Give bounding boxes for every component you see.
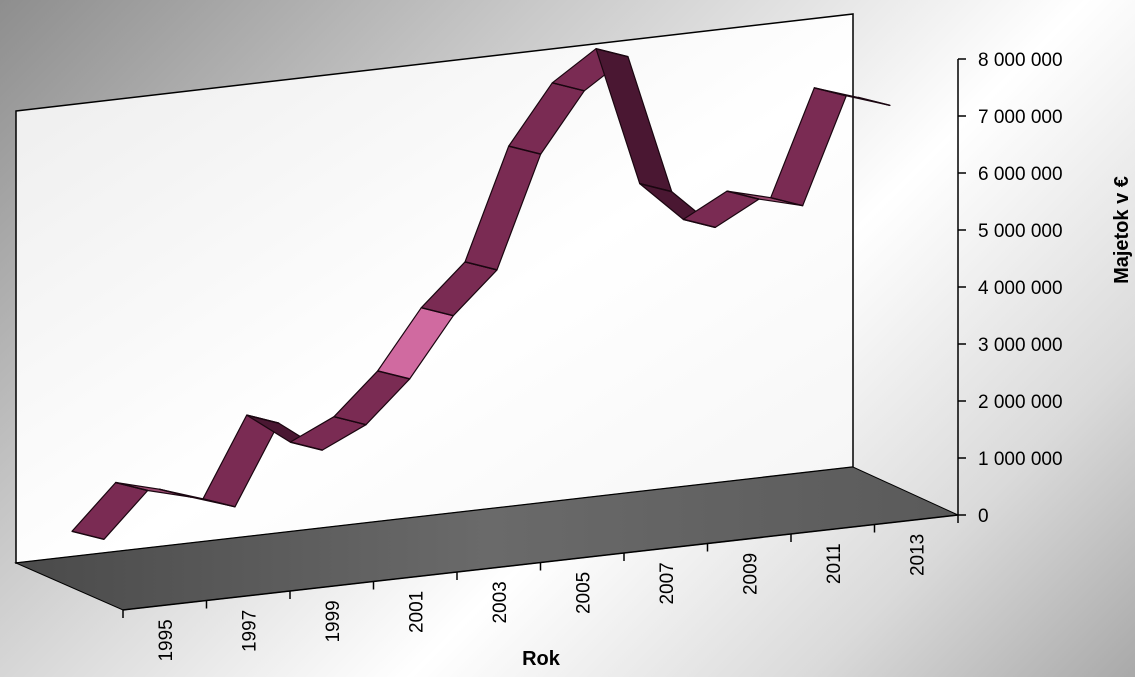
x-tick-label: 2011 [824, 543, 845, 584]
y-tick-label: 0 [978, 506, 989, 527]
back-wall [15, 13, 854, 564]
x-tick-label: 1997 [239, 610, 260, 652]
data-point-2002 [377, 370, 410, 380]
x-tick-label: 2009 [740, 553, 761, 595]
ribbon-series [71, 47, 891, 541]
x-tick-label: 1995 [156, 619, 177, 661]
data-point-2009 [683, 218, 716, 229]
data-point-2013 [857, 96, 891, 107]
y-axis-ticks: 0 1 000 000 2 000 000 3 000 000 4 000 000 5 0… [958, 50, 1063, 527]
data-point-2001 [333, 415, 367, 426]
data-point-2003 [421, 306, 454, 317]
x-tick-label: 2007 [657, 562, 678, 604]
data-point-1998 [202, 498, 236, 508]
x-tick-label: 2003 [490, 581, 511, 623]
x-tick-label: 1999 [323, 600, 344, 642]
y-tick-label: 6 000 000 [978, 164, 1063, 185]
data-point-2008 [639, 182, 672, 193]
data-point-2007 [595, 47, 629, 58]
x-axis-ticks: 1995 1997 1999 2001 2003 2005 2007 2009 2011 2013 [122, 515, 959, 662]
data-point-1996 [115, 481, 148, 492]
data-point-1999 [246, 414, 279, 424]
data-point-2010 [726, 190, 760, 200]
x-tick-label: 2001 [406, 591, 427, 633]
y-axis-title: Majetok v € [1111, 176, 1133, 284]
y-tick-label: 7 000 000 [978, 107, 1063, 128]
data-point-1997 [159, 488, 192, 498]
data-point-2006 [552, 82, 585, 92]
y-tick-label: 5 000 000 [978, 221, 1063, 242]
x-tick-label: 2013 [907, 534, 928, 576]
data-point-1995 [71, 530, 105, 541]
x-tick-label: 2005 [573, 572, 594, 614]
y-tick-label: 3 000 000 [978, 335, 1063, 356]
data-point-2005 [508, 145, 541, 155]
y-tick-label: 1 000 000 [978, 449, 1063, 470]
data-point-2011 [770, 196, 803, 207]
y-tick-label: 4 000 000 [978, 278, 1063, 299]
y-tick-label: 8 000 000 [978, 50, 1063, 71]
x-axis-title: Rok [522, 648, 561, 670]
data-point-2000 [290, 441, 323, 451]
data-point-2004 [464, 261, 498, 271]
data-point-2012 [814, 87, 847, 97]
y-tick-label: 2 000 000 [978, 392, 1063, 413]
